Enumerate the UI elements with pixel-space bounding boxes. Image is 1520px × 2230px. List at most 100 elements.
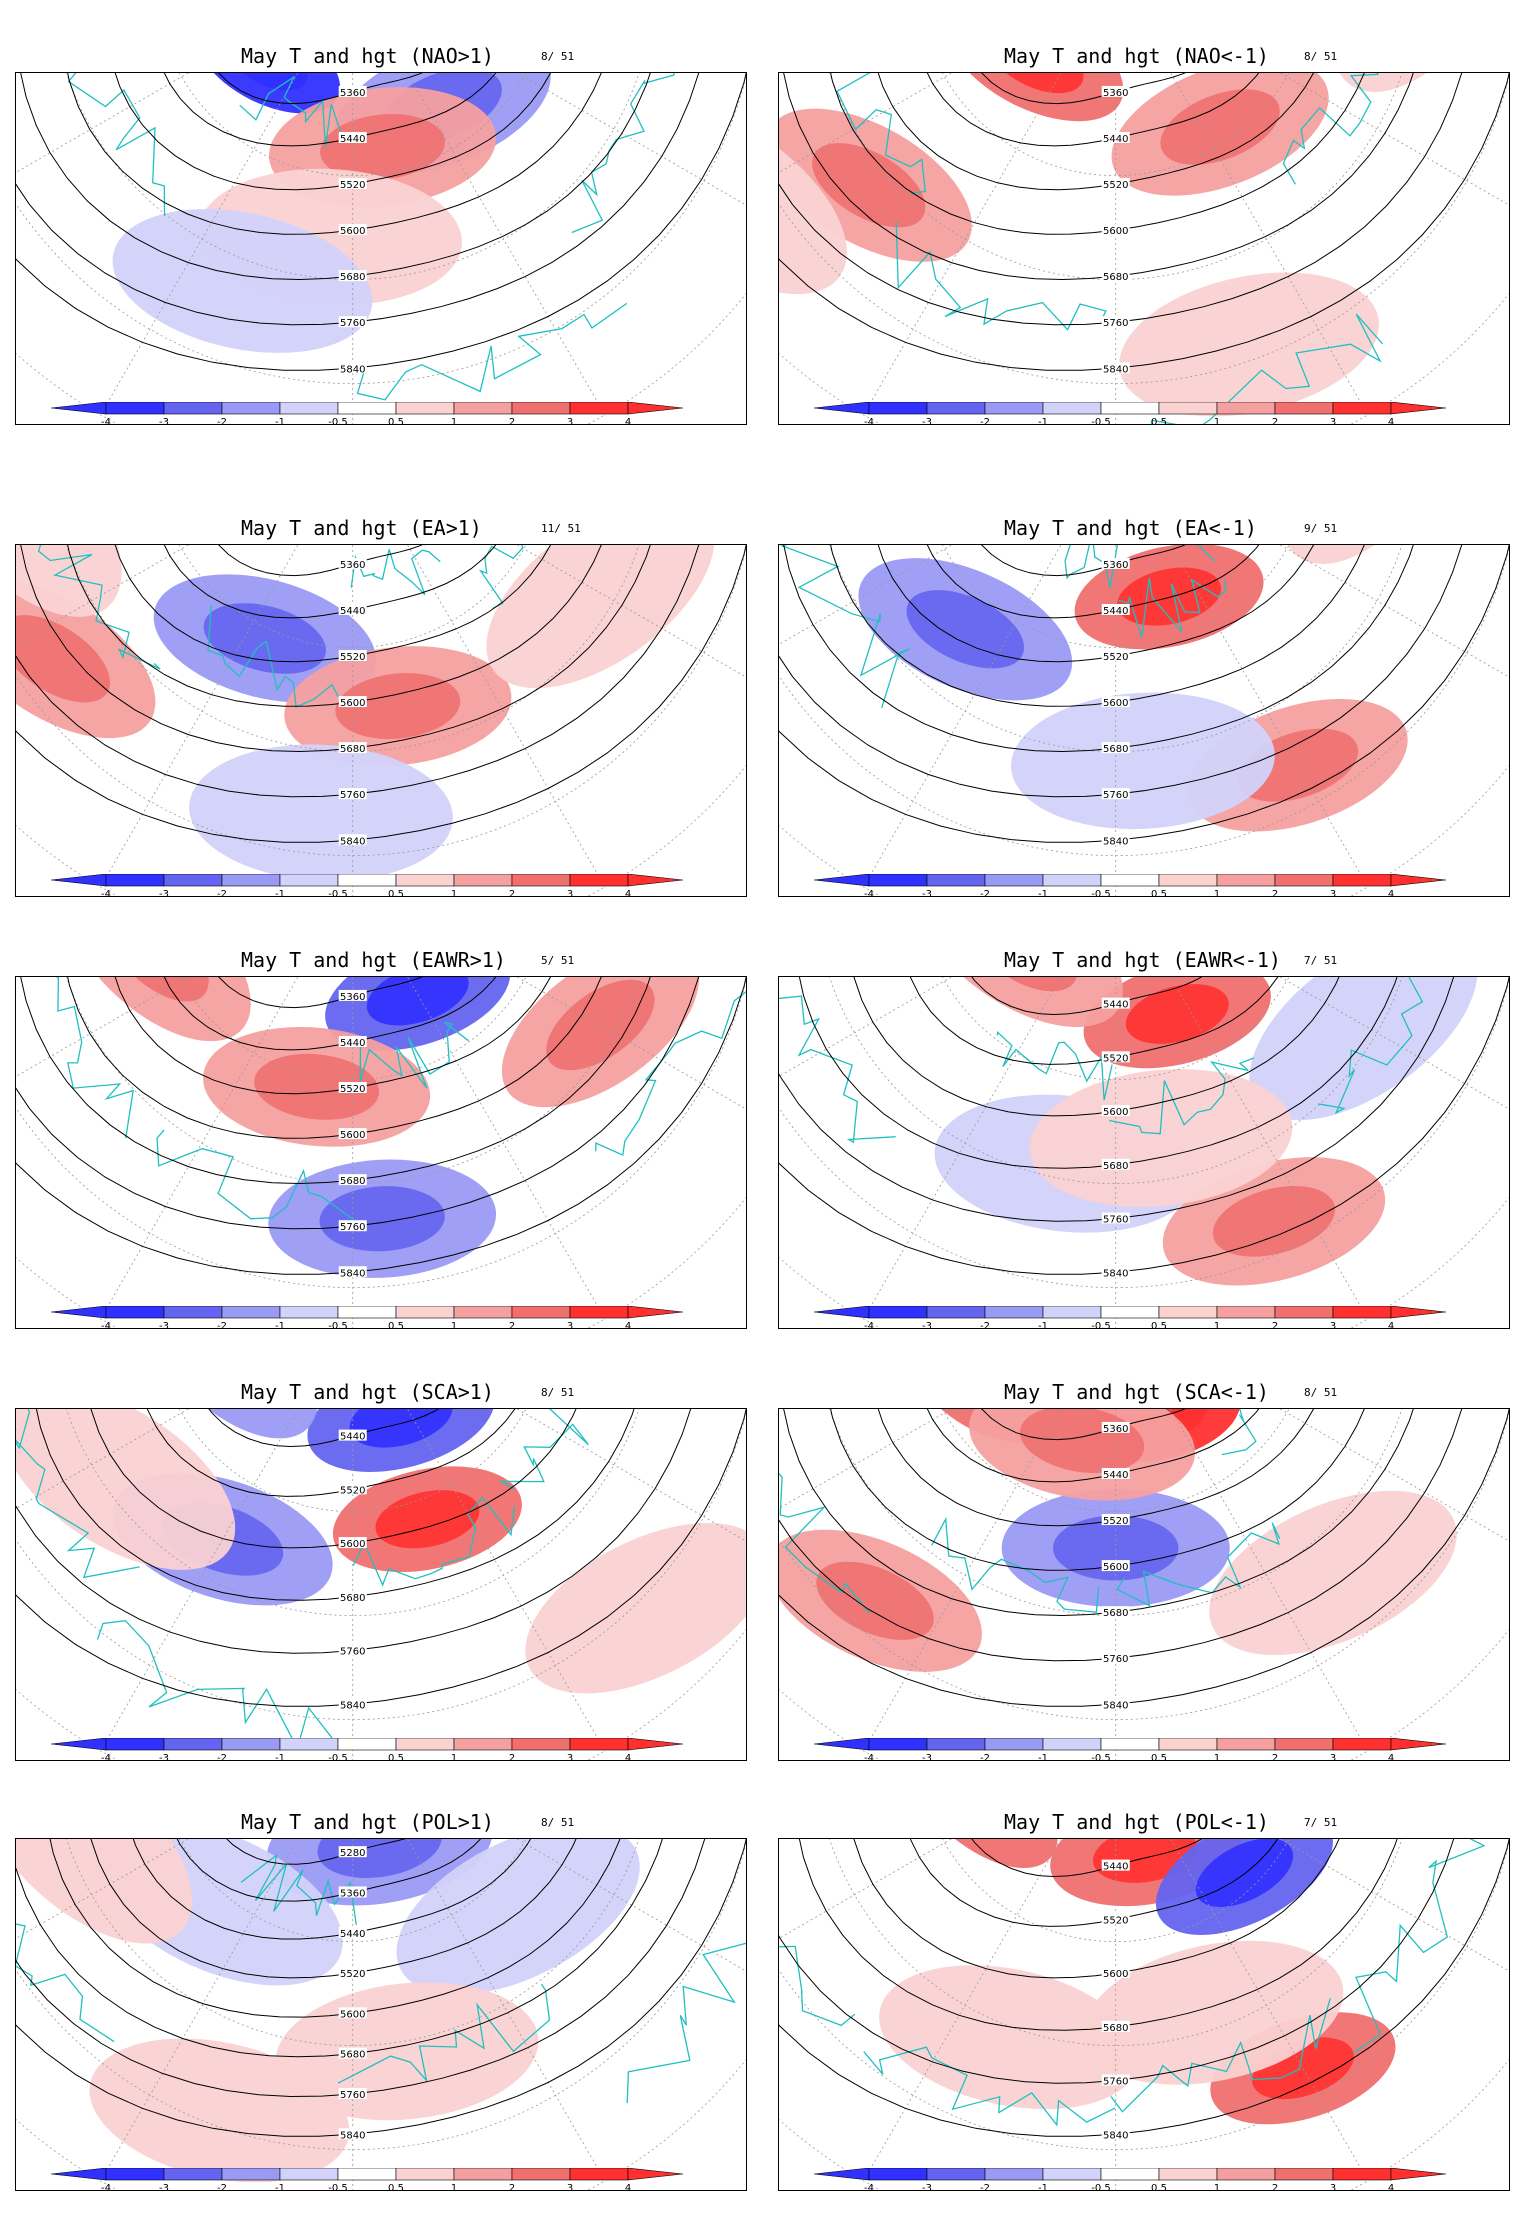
colorbar-segment bbox=[984, 402, 1044, 415]
colorbar-segment bbox=[279, 402, 339, 415]
colorbar-segment bbox=[337, 2168, 397, 2181]
contour-label: 5520 bbox=[340, 1969, 365, 1980]
meridian-gridline bbox=[352, 977, 614, 1328]
colorbar-tick-label: 4 bbox=[1388, 1753, 1394, 1764]
anomaly-region bbox=[112, 209, 373, 353]
latitude-gridline bbox=[917, 977, 1314, 1081]
coastline bbox=[356, 302, 628, 401]
colorbar-tick-label: 2 bbox=[1272, 2183, 1278, 2194]
colorbar-tick-label: -4 bbox=[101, 417, 111, 428]
colorbar-segment bbox=[868, 402, 928, 415]
contour-label-bg bbox=[338, 1483, 367, 1495]
latitude-gridline bbox=[917, 545, 1314, 649]
map-panel: May T and hgt (POL<-1)7/ 515360544055205… bbox=[778, 1808, 1510, 2200]
colorbar-segment bbox=[337, 402, 397, 415]
anomaly-core bbox=[349, 1409, 453, 1448]
anomaly-core bbox=[254, 1053, 380, 1120]
colorbar-tick-label: -0.5 bbox=[328, 2183, 348, 2194]
coastline bbox=[350, 549, 441, 596]
colorbar-arrow-left bbox=[51, 2168, 107, 2181]
coastline bbox=[239, 75, 351, 148]
contour-label-bg bbox=[1101, 997, 1130, 1009]
colorbar-tick-label: -3 bbox=[159, 417, 169, 428]
colorbar-arrow-left bbox=[51, 874, 107, 887]
colorbar-tick-label: 4 bbox=[1388, 1321, 1394, 1332]
contour-label: 5360 bbox=[340, 992, 365, 1003]
anomaly-region bbox=[1280, 545, 1471, 565]
latitude-gridline bbox=[154, 1839, 551, 1943]
colorbar: -4 -3 -2 -1 -0.5 0.5 1 2 3 4 bbox=[51, 2168, 684, 2194]
meridian-gridline bbox=[352, 1409, 746, 1575]
meridian-gridline bbox=[1115, 1839, 1377, 2190]
colorbar-segment bbox=[926, 1738, 986, 1751]
colorbar-tick-label: -1 bbox=[275, 2183, 285, 2194]
colorbar-tick-label: 4 bbox=[625, 889, 631, 900]
colorbar-tick-label: -0.5 bbox=[1091, 2183, 1111, 2194]
map-panel: May T and hgt (NAO<-1)8/ 515280536054405… bbox=[778, 42, 1510, 434]
colorbar-arrow-left bbox=[51, 402, 107, 415]
colorbar: -4 -3 -2 -1 -0.5 0.5 1 2 3 4 bbox=[51, 1738, 684, 1764]
colorbar-segment bbox=[395, 1738, 455, 1751]
colorbar-tick-label: 0.5 bbox=[1151, 417, 1167, 428]
coastline bbox=[780, 545, 910, 708]
meridian-gridline bbox=[855, 545, 1117, 896]
colorbar-tick-label: -0.5 bbox=[328, 1753, 348, 1764]
panel-sample-count: 8/ 51 bbox=[1304, 50, 1338, 63]
colorbar-segment bbox=[1216, 402, 1276, 415]
colorbar-segment bbox=[926, 2168, 986, 2181]
meridian-gridline bbox=[352, 545, 614, 896]
panel-sample-count: 8/ 51 bbox=[541, 50, 575, 63]
colorbar-segment bbox=[163, 2168, 223, 2181]
colorbar: -4 -3 -2 -1 -0.5 0.5 1 2 3 4 bbox=[51, 874, 684, 900]
colorbar-tick-label: 3 bbox=[567, 889, 573, 900]
contour-label-bg bbox=[1101, 1051, 1130, 1063]
colorbar-segment bbox=[221, 402, 281, 415]
colorbar-arrow-left bbox=[814, 2168, 870, 2181]
contour-label-bg bbox=[1101, 1560, 1130, 1572]
colorbar: -4 -3 -2 -1 -0.5 0.5 1 2 3 4 bbox=[51, 1306, 684, 1332]
colorbar-tick-label: -4 bbox=[101, 1753, 111, 1764]
colorbar-tick-label: 0.5 bbox=[1151, 1753, 1167, 1764]
colorbar-segment bbox=[926, 402, 986, 415]
meridian-gridline bbox=[855, 73, 1117, 424]
contour-label: 5440 bbox=[340, 134, 365, 145]
colorbar-segment bbox=[569, 1738, 629, 1751]
contour-label-bg bbox=[1101, 1698, 1130, 1710]
meridian-gridline bbox=[855, 977, 1117, 1328]
latitude-gridline bbox=[154, 545, 551, 649]
colorbar-segment bbox=[1216, 1738, 1276, 1751]
contour-label-bg bbox=[338, 85, 367, 97]
colorbar-tick-label: 0.5 bbox=[1151, 889, 1167, 900]
contour-label-bg bbox=[1101, 650, 1130, 662]
colorbar-arrow-right bbox=[627, 1738, 684, 1751]
contour-label: 5360 bbox=[340, 88, 365, 99]
colorbar: -4 -3 -2 -1 -0.5 0.5 1 2 3 4 bbox=[814, 2168, 1447, 2194]
colorbar-segment bbox=[1332, 1306, 1392, 1319]
contour-label-bg bbox=[338, 1082, 367, 1094]
colorbar-tick-label: -0.5 bbox=[328, 417, 348, 428]
coastline bbox=[826, 73, 926, 194]
coastline bbox=[1096, 313, 1383, 424]
contour-label: 5760 bbox=[340, 1647, 365, 1658]
anomaly-region bbox=[396, 1839, 640, 1995]
contour-label: 5760 bbox=[1103, 1654, 1128, 1665]
anomaly-region bbox=[921, 977, 1123, 1028]
contour-label: 5440 bbox=[1103, 606, 1128, 617]
colorbar-arrow-right bbox=[627, 874, 684, 887]
anomaly-core bbox=[1053, 1515, 1179, 1581]
panel-title: May T and hgt (SCA<-1) bbox=[1004, 1380, 1269, 1404]
anomaly-core bbox=[203, 603, 326, 674]
meridian-gridline bbox=[1115, 545, 1377, 896]
colorbar-tick-label: 3 bbox=[1330, 417, 1336, 428]
contour-label-bg bbox=[338, 1967, 367, 1979]
meridian-gridline bbox=[352, 1839, 614, 2190]
contour-label-bg bbox=[338, 270, 367, 282]
meridian-gridline bbox=[92, 1409, 354, 1760]
contour-label: 5840 bbox=[340, 2130, 365, 2141]
contour-label-bg bbox=[338, 2047, 367, 2059]
colorbar-tick-label: 2 bbox=[509, 1321, 515, 1332]
coastline bbox=[779, 1839, 856, 2027]
contour-label: 5840 bbox=[1103, 364, 1128, 375]
